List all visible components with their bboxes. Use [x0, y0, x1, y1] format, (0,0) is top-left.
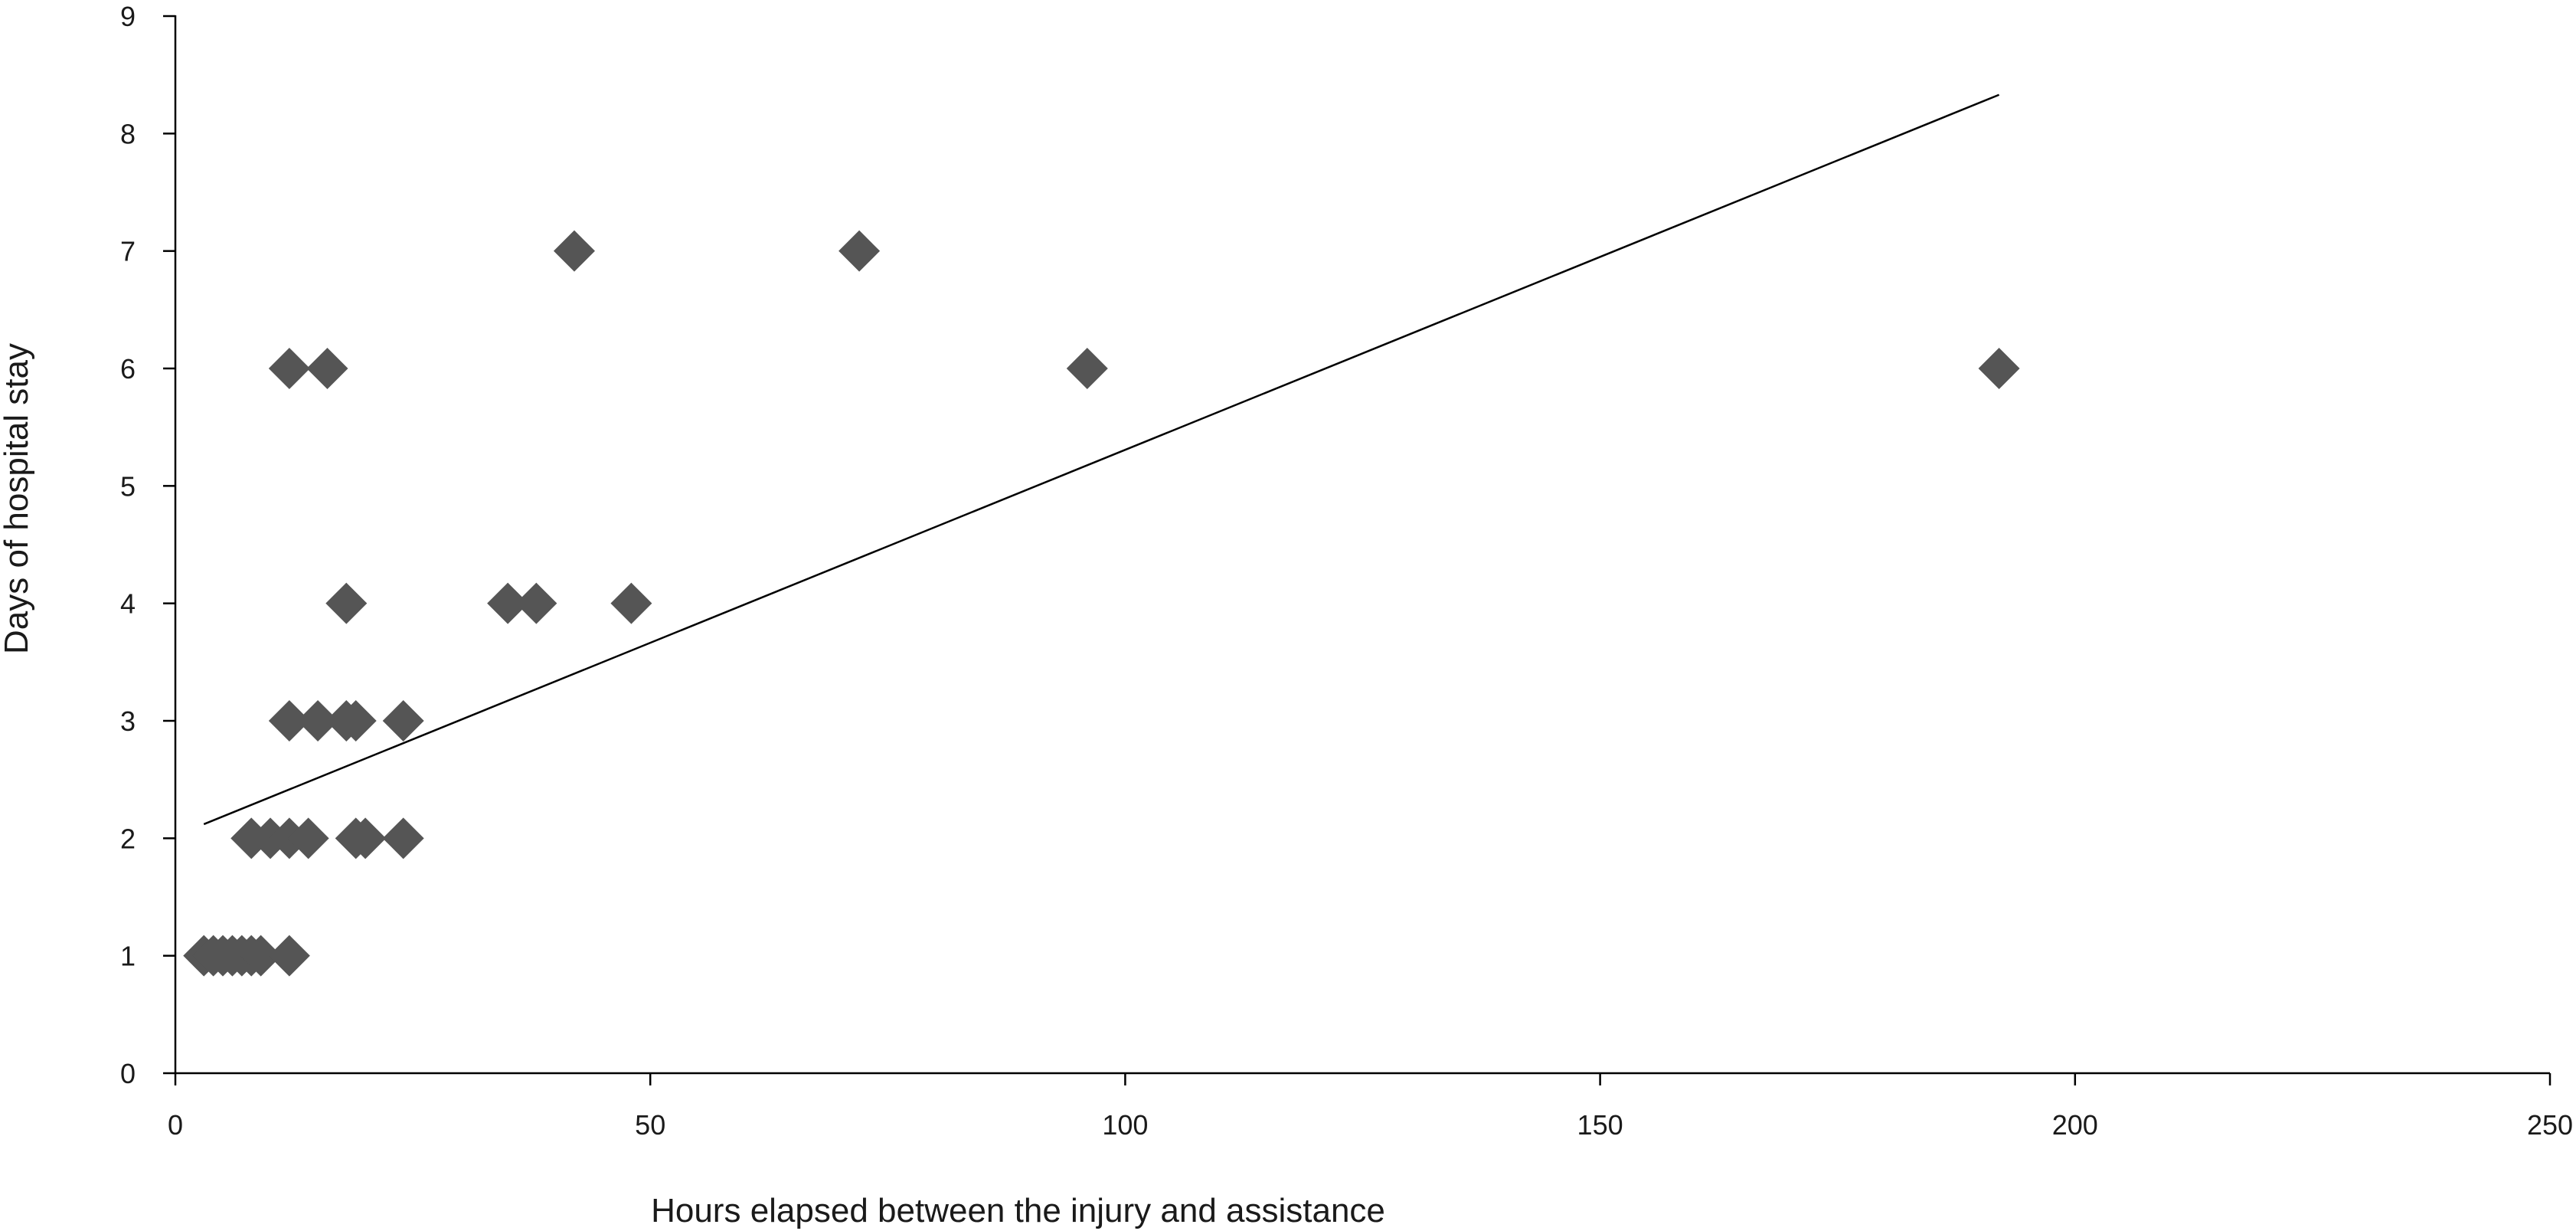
data-point	[610, 582, 652, 624]
y-axis-ticks: 0 1 2 3 4 5 6 7 8 9	[120, 1, 175, 1089]
data-point	[515, 582, 557, 624]
axes	[174, 15, 2550, 1075]
y-tick-label: 2	[120, 823, 136, 854]
x-axis-ticks: 0 50 100 150 200 250	[168, 1073, 2573, 1141]
y-tick-label: 3	[120, 706, 136, 737]
data-point	[487, 582, 529, 624]
y-tick-label: 5	[120, 470, 136, 502]
y-tick-label: 7	[120, 236, 136, 267]
x-tick-label: 200	[2052, 1109, 2098, 1141]
data-point	[306, 348, 348, 389]
y-tick-label: 0	[120, 1058, 136, 1089]
data-point	[345, 817, 387, 859]
data-point	[1066, 348, 1108, 389]
x-axis-title: Hours elapsed between the injury and ass…	[651, 1192, 1385, 1229]
x-tick-label: 250	[2527, 1109, 2573, 1141]
x-tick-label: 150	[1577, 1109, 1623, 1141]
trend-line	[203, 93, 2000, 826]
y-tick-label: 9	[120, 1, 136, 32]
data-point	[240, 935, 282, 977]
trend-line-group	[203, 93, 2000, 826]
data-point	[553, 230, 595, 272]
data-point	[287, 817, 329, 859]
data-point	[839, 230, 881, 272]
y-tick-label: 1	[120, 941, 136, 972]
data-point	[382, 700, 424, 742]
y-tick-label: 4	[120, 588, 136, 620]
data-point	[325, 582, 368, 624]
y-tick-label: 6	[120, 353, 136, 385]
x-tick-label: 50	[635, 1109, 665, 1141]
y-tick-label: 8	[120, 118, 136, 149]
data-point	[335, 700, 377, 742]
data-point	[1978, 348, 2020, 389]
data-points	[183, 230, 2020, 977]
data-point	[268, 935, 310, 977]
y-axis-title: Days of hospital stay	[0, 343, 35, 654]
data-point	[268, 700, 310, 742]
data-point	[268, 348, 310, 389]
x-tick-label: 100	[1102, 1109, 1148, 1141]
x-tick-label: 0	[168, 1109, 183, 1141]
data-point	[297, 700, 339, 742]
data-point	[382, 817, 424, 859]
